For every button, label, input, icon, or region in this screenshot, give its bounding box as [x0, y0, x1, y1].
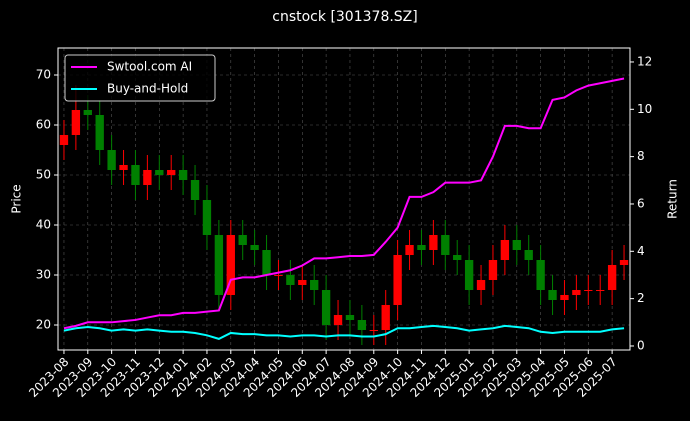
candle-body [488, 260, 498, 280]
candle-body [405, 245, 414, 255]
candle-body [464, 260, 474, 290]
y2-tick-label: 10 [637, 102, 652, 116]
legend-label: Swtool.com AI [107, 60, 192, 74]
candle-body [584, 290, 593, 291]
candle-body [393, 255, 402, 305]
candle-body [214, 235, 224, 295]
candle-body [369, 330, 378, 331]
legend-box [64, 54, 216, 102]
return-line [63, 77, 625, 330]
candle-body [119, 165, 128, 170]
candle-body [572, 290, 581, 295]
candle-body [202, 200, 212, 235]
candle-body [321, 290, 331, 325]
candle-body [167, 170, 176, 175]
candle-body [131, 165, 140, 185]
y2-axis-label: Return [666, 179, 680, 219]
y-tick-label: 70 [36, 68, 51, 82]
chart-title: cnstock [301378.SZ] [272, 9, 417, 25]
candle-body [83, 110, 92, 115]
candle-body [345, 315, 355, 320]
candle-body [310, 280, 319, 290]
candle-body [500, 240, 510, 260]
candle-body [274, 275, 283, 276]
candle-body [178, 170, 188, 180]
candle-body [548, 290, 557, 300]
candle-body [417, 245, 426, 250]
y2-tick-label: 4 [637, 244, 645, 258]
candle-body [596, 290, 605, 291]
y2-tick-label: 12 [637, 54, 652, 68]
y-axis-label: Price [10, 184, 24, 213]
y-tick-label: 40 [36, 218, 51, 232]
return-line [63, 324, 625, 340]
candle-body [357, 320, 367, 330]
y-tick-label: 50 [36, 168, 51, 182]
candle-body [286, 275, 295, 285]
candle-body [607, 265, 617, 290]
candle-body [429, 235, 438, 250]
candle-body [560, 295, 569, 300]
candle-body [512, 240, 521, 250]
candle-body [441, 235, 450, 255]
y-tick-label: 20 [36, 318, 51, 332]
candle-body [238, 235, 247, 245]
candle-body [453, 255, 462, 260]
y2-tick-label: 0 [637, 338, 645, 352]
candle-body [476, 280, 486, 290]
candle-body [262, 250, 271, 275]
y-tick-label: 30 [36, 268, 51, 282]
candle-body [143, 170, 152, 185]
y2-tick-label: 2 [637, 291, 645, 305]
candle-body [298, 280, 307, 285]
candle-body [333, 315, 343, 325]
candle-body [619, 260, 629, 265]
candle-body [95, 115, 104, 150]
candle-body [71, 110, 81, 135]
candle-body [107, 150, 116, 170]
plot-frame [57, 47, 631, 351]
candle-body [190, 180, 200, 200]
candle-body [250, 245, 259, 250]
y-tick-label: 60 [36, 118, 51, 132]
candle-body [524, 250, 533, 260]
candle-body [226, 235, 235, 295]
y2-tick-label: 6 [637, 196, 645, 210]
candle-body [381, 305, 390, 330]
candle-body [536, 260, 545, 290]
legend-label: Buy-and-Hold [107, 82, 188, 96]
candle-body [155, 170, 164, 175]
y2-tick-label: 8 [637, 149, 645, 163]
candle-body [59, 135, 69, 145]
